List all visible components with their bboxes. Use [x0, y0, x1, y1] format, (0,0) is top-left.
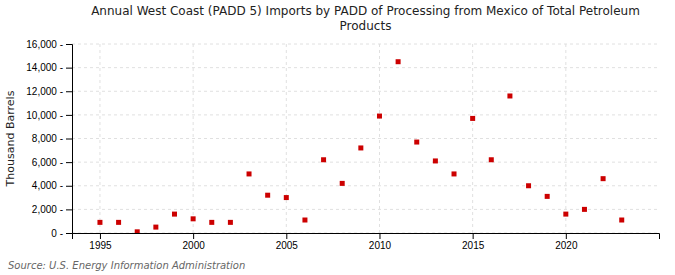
y-tick: 10,000 -: [26, 110, 72, 121]
title: Annual West Coast (PADD 5) Imports by PA…: [91, 4, 640, 33]
grid-line: [72, 67, 659, 68]
x-tick-label: 2005: [276, 240, 299, 251]
x-tick-label: 2020: [555, 240, 578, 251]
x-tick: 2005: [276, 233, 299, 251]
y-tick-label: 14,000 -: [26, 62, 63, 73]
x-tick-mark: [566, 233, 567, 239]
grid-line: [72, 138, 659, 139]
point: [507, 93, 512, 98]
point: [97, 220, 102, 225]
x-tick-label: 2015: [462, 240, 485, 251]
x-axis-line: [73, 234, 660, 240]
point: [601, 176, 606, 181]
point: [116, 220, 121, 225]
point: [452, 171, 457, 176]
grid-line: [193, 44, 194, 233]
y-tick-label: 6,000 -: [32, 157, 63, 168]
y-tick-mark: [66, 44, 72, 45]
y-tick: 6,000 -: [32, 157, 72, 168]
x-tick-mark: [379, 233, 380, 239]
grid-line: [72, 44, 659, 45]
x-axis: 1995 2000 2005 2010 2015 2020: [73, 233, 660, 251]
point: [284, 195, 289, 200]
y-axis-title: Thousand Barrels: [4, 90, 17, 187]
y-tick-mark: [66, 209, 72, 210]
x-tick-label: 2000: [183, 240, 206, 251]
point: [377, 114, 382, 119]
y-tick-label: 10,000 -: [26, 110, 63, 121]
y-tick: 0 -: [51, 228, 72, 239]
grid-line: [72, 91, 659, 92]
y-tick: 16,000 -: [26, 39, 72, 50]
points: [97, 59, 624, 233]
y-tick: 12,000 -: [26, 86, 72, 97]
y-tick-label: 8,000 -: [32, 133, 63, 144]
point: [191, 216, 196, 221]
point: [433, 158, 438, 163]
point: [209, 220, 214, 225]
point: [396, 59, 401, 64]
point: [321, 157, 326, 162]
point: [247, 171, 252, 176]
point: [340, 181, 345, 186]
y-tick: 14,000 -: [26, 62, 72, 73]
point: [302, 218, 307, 223]
x-tick: 2000: [183, 233, 206, 251]
y-tick-mark: [66, 162, 72, 163]
grid-line: [72, 209, 659, 210]
y-tick-label: 2,000 -: [32, 204, 63, 215]
grid-line: [72, 162, 659, 163]
y-tick-mark: [66, 68, 72, 69]
y-axis-line: [66, 45, 73, 234]
x-tick-mark: [286, 233, 287, 239]
point: [265, 193, 270, 198]
y-tick-label: 12,000 -: [26, 86, 63, 97]
x-tick-label: 1995: [89, 240, 112, 251]
point: [582, 207, 587, 212]
y-tick-mark: [66, 233, 72, 234]
point: [414, 140, 419, 145]
x-tick-label: 2010: [369, 240, 392, 251]
point: [563, 212, 568, 217]
point: [358, 145, 363, 150]
y-tick-mark: [66, 186, 72, 187]
y-tick-mark: [66, 139, 72, 140]
grid-line: [565, 44, 566, 233]
point: [489, 157, 494, 162]
point: [526, 183, 531, 188]
point: [470, 116, 475, 121]
x-tick-mark: [100, 233, 101, 239]
x-tick-mark: [193, 233, 194, 239]
x-tick: 2010: [369, 233, 392, 251]
point: [228, 220, 233, 225]
source-note: Source: U.S. Energy Information Administ…: [8, 260, 245, 271]
chart: 1995 2000 2005 2010 2015 2020 0 - 2,000 - 4,000 …: [0, 0, 675, 275]
y-tick-mark: [66, 115, 72, 116]
y-tick-label: 0 -: [51, 228, 63, 239]
point: [619, 218, 624, 223]
grid-line: [286, 44, 287, 233]
x-tick: 1995: [89, 233, 112, 251]
grid-line: [72, 185, 659, 186]
y-tick-label: 4,000 -: [32, 180, 63, 191]
point: [545, 194, 550, 199]
y-tick-mark: [66, 91, 72, 92]
grid: [72, 44, 659, 233]
y-tick: 4,000 -: [32, 180, 72, 191]
point: [135, 229, 140, 233]
y-tick-label: 16,000 -: [26, 39, 63, 50]
x-tick: 2020: [555, 233, 578, 251]
grid-line: [99, 44, 100, 233]
grid-line: [472, 44, 473, 233]
grid-line: [72, 114, 659, 115]
grid-line: [379, 44, 380, 233]
y-tick: 8,000 -: [32, 133, 72, 144]
y-tick: 2,000 -: [32, 204, 72, 215]
point: [153, 225, 158, 230]
x-tick: 2015: [462, 233, 485, 251]
x-tick-mark: [473, 233, 474, 239]
y-axis: 0 - 2,000 - 4,000 - 6,000 - 8,000 - 10,000 - 1…: [26, 39, 72, 239]
point: [172, 212, 177, 217]
